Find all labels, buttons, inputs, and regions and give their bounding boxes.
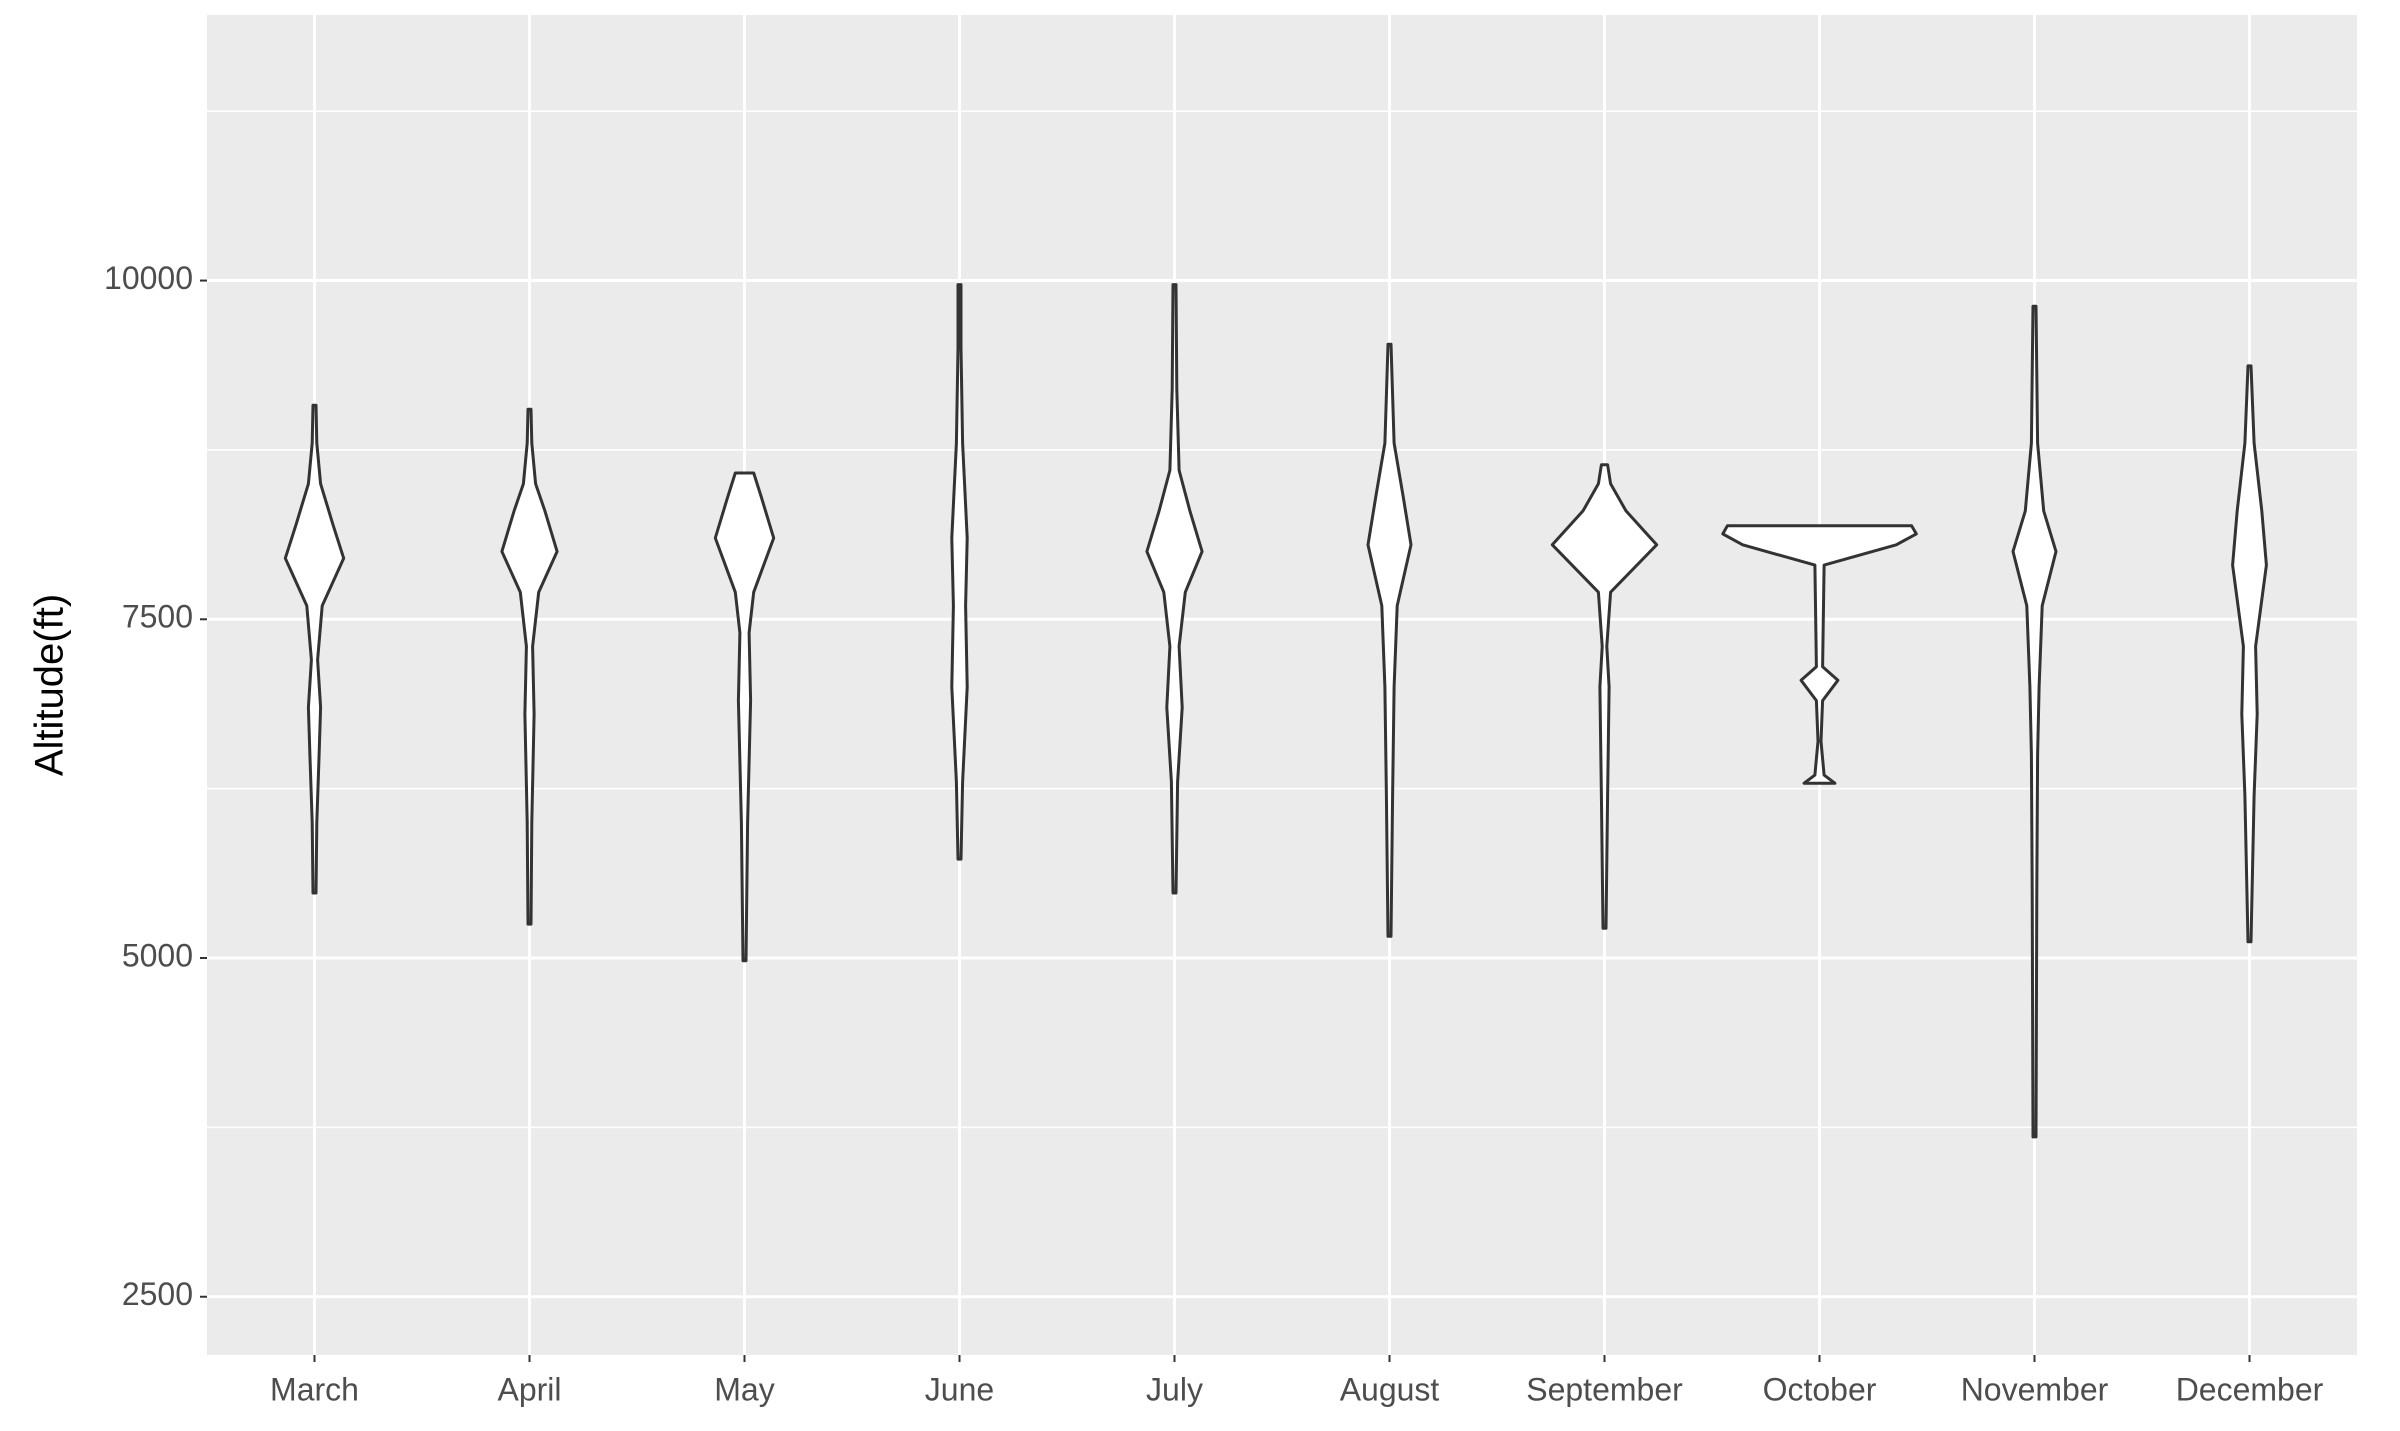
violin <box>1550 463 1659 930</box>
y-tick-label: 5000 <box>122 937 193 973</box>
violin <box>713 471 776 963</box>
violin <box>1721 524 1918 785</box>
x-tick-label: June <box>925 1371 994 1407</box>
x-tick-label: March <box>270 1371 359 1407</box>
y-axis-title: Altitude(ft) <box>28 594 72 776</box>
violin <box>2011 304 2058 1139</box>
y-tick-label: 7500 <box>122 599 193 635</box>
x-tick-label: April <box>497 1371 561 1407</box>
violin <box>500 407 559 926</box>
x-tick-label: August <box>1340 1371 1440 1407</box>
y-tick-label: 2500 <box>122 1276 193 1312</box>
x-tick-label: July <box>1146 1371 1203 1407</box>
violin <box>283 403 346 895</box>
plot-panel <box>207 15 2357 1355</box>
x-tick-label: October <box>1763 1371 1877 1407</box>
violin <box>1145 283 1204 895</box>
violin <box>1366 342 1413 938</box>
x-tick-label: November <box>1961 1371 2109 1407</box>
x-tick-label: September <box>1526 1371 1683 1407</box>
x-tick-label: December <box>2176 1371 2324 1407</box>
violin <box>2231 364 2268 944</box>
violin <box>950 283 969 861</box>
y-tick-label: 10000 <box>104 260 193 296</box>
x-tick-label: May <box>714 1371 774 1407</box>
